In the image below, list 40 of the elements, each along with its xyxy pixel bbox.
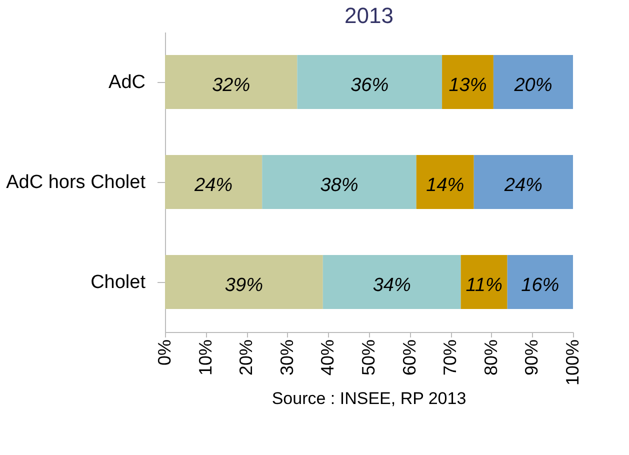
x-tick-label: 20% [236,340,256,376]
bar [474,155,573,209]
y-tick-label: Cholet [90,272,146,293]
data-label: 24% [194,175,233,196]
data-label: 24% [503,175,543,196]
x-tick-label: 0% [154,340,174,366]
x-tick-label: 80% [480,340,501,376]
data-label: 36% [350,75,389,96]
bar [297,55,442,109]
chart-title: 2013 [344,3,394,28]
x-tick-label: 10% [195,340,216,376]
data-label: 34% [372,275,411,296]
bar [322,255,461,309]
y-tick-label: AdC hors Cholet [6,172,146,193]
bar [493,55,573,109]
data-label: 16% [521,275,560,296]
data-label: 13% [448,75,487,96]
x-tick-label: 90% [522,340,542,376]
bar [165,155,262,209]
data-label: 32% [212,75,250,96]
bar [416,155,474,209]
data-label: 38% [320,175,358,196]
data-label: 14% [426,175,464,196]
data-label: 20% [513,75,552,96]
x-tick-label: 100% [562,340,582,386]
bar [442,55,494,109]
x-tick-label: 50% [358,340,378,376]
x-tick-label: 60% [399,340,420,376]
x-tick-label: 70% [440,340,460,376]
data-label: 39% [224,275,264,296]
source-note: Source : INSEE, RP 2013 [272,389,466,408]
bar [165,255,323,309]
bar [507,255,573,309]
bar [262,155,416,209]
bar [460,255,508,309]
x-tick-label: 30% [276,340,297,376]
y-tick-label: AdC [108,72,146,93]
data-label: 11% [466,275,502,296]
bar [165,55,298,109]
x-tick-label: 40% [318,340,338,376]
